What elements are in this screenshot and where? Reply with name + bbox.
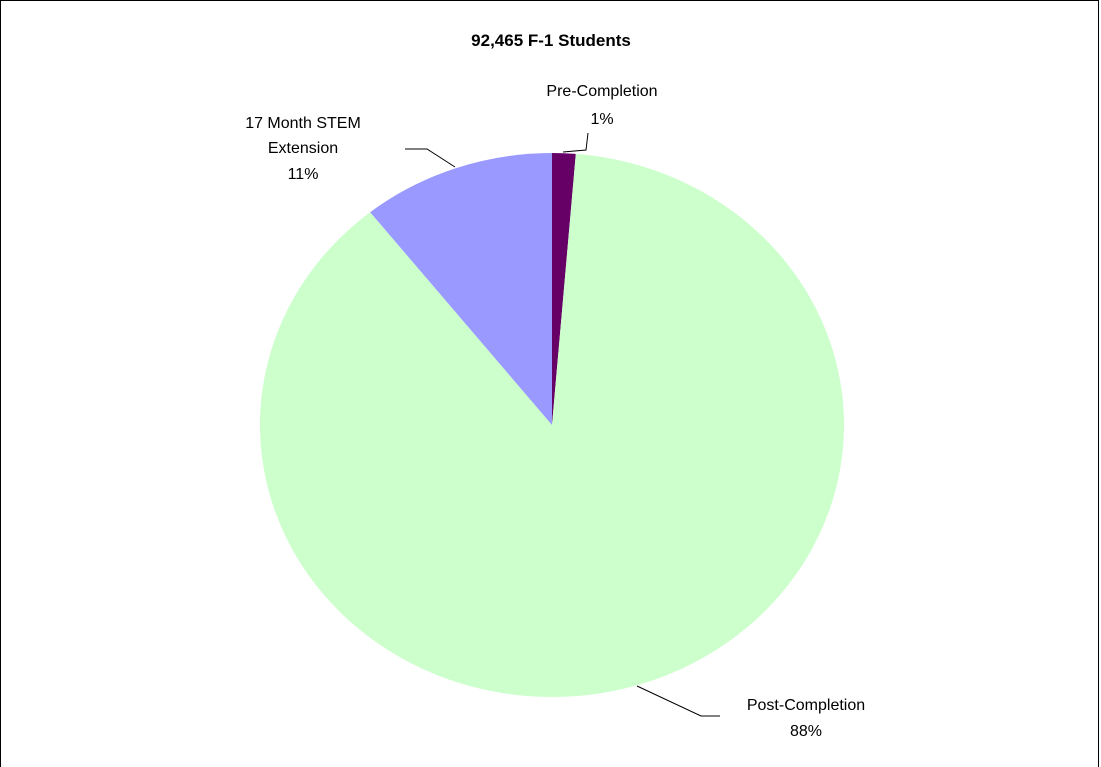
slice-label: 1% (590, 111, 613, 128)
pie-slices (259, 153, 844, 698)
pie-slice-post-completion (259, 153, 844, 698)
leader-line (405, 148, 456, 168)
slice-label: 17 Month STEM (245, 115, 361, 132)
leader-line (636, 685, 720, 717)
leader-lines (405, 132, 720, 717)
pie-slice-pre-completion (552, 153, 576, 425)
slice-labels: Pre-Completion 1% Post-Completion 88% 17 Mon… (245, 83, 865, 740)
pie-slice-17-month-stem-extension (370, 153, 552, 425)
chart-title: 92,465 F-1 Students (471, 31, 631, 50)
slice-label: 11% (288, 166, 319, 183)
slice-label: Extension (268, 140, 338, 157)
slice-label: Post-Completion (747, 697, 865, 714)
slice-label: 88% (790, 723, 822, 740)
leader-line (562, 132, 589, 153)
slice-label: Pre-Completion (546, 83, 657, 100)
